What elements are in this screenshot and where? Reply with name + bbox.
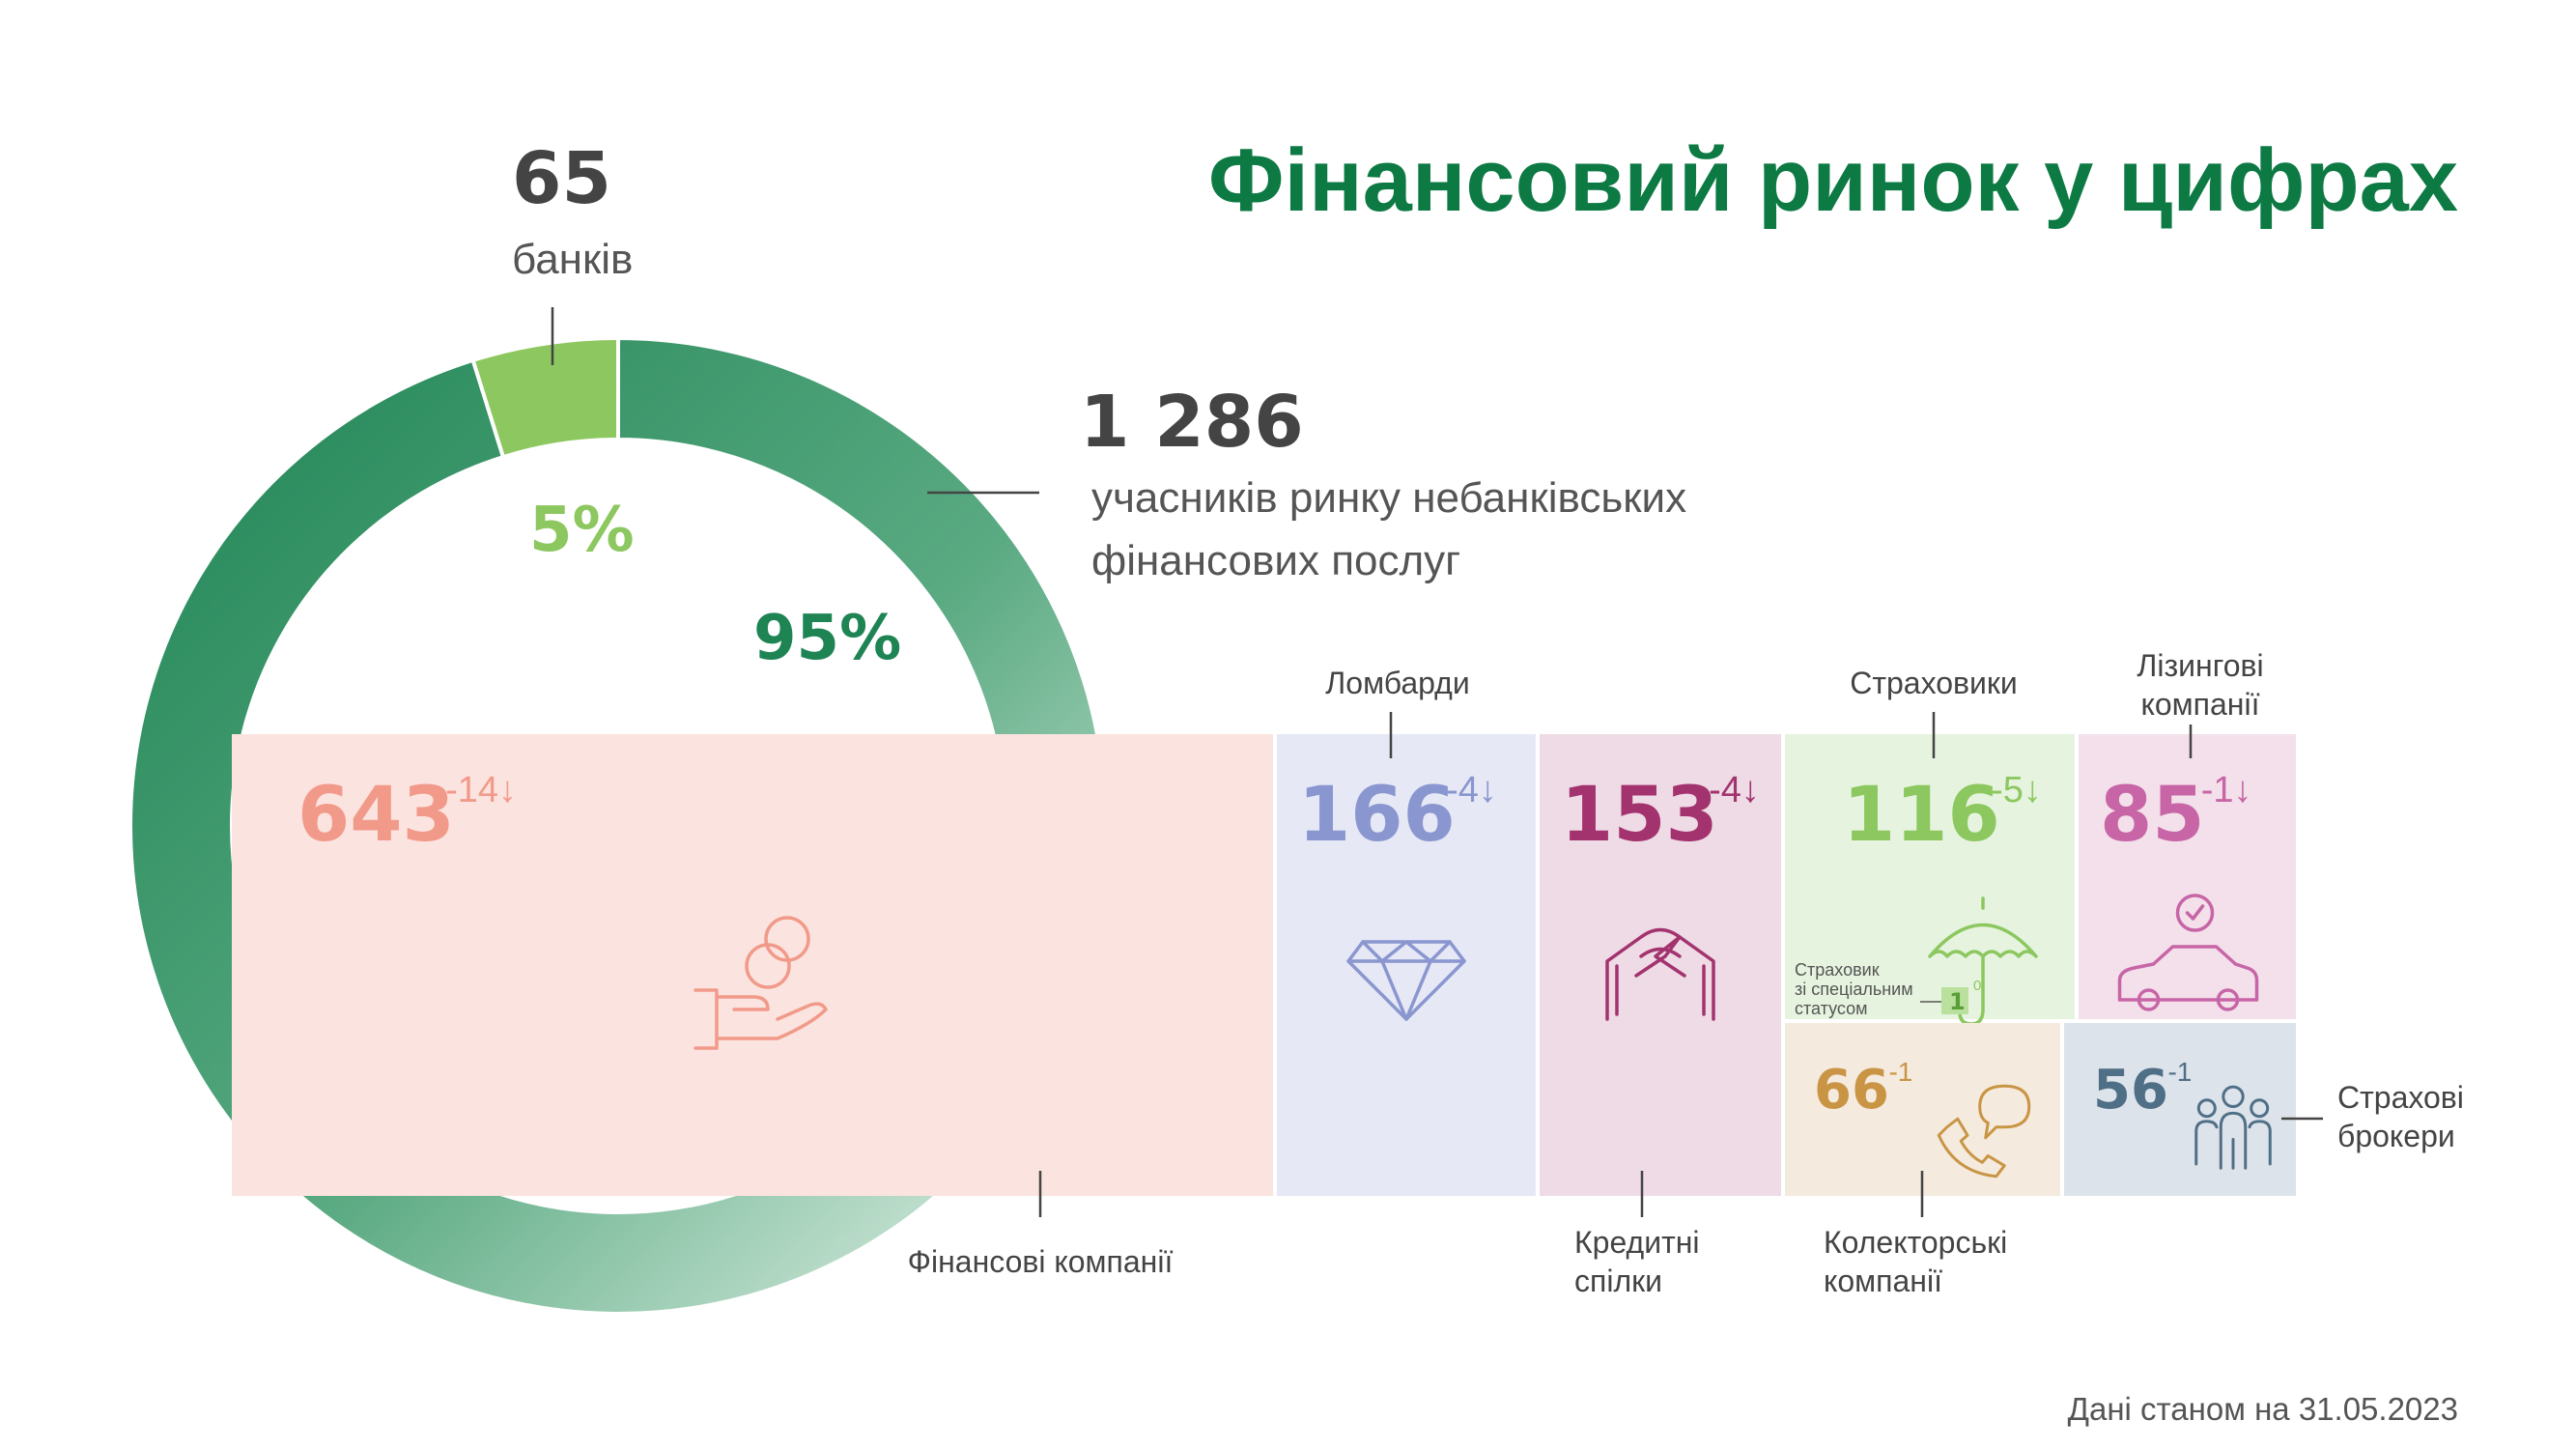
treemap-tile-rect (1277, 734, 1536, 1196)
banks-count: 65 (512, 137, 611, 220)
banks-percent: 5% (529, 495, 635, 566)
treemap-label: Страховики (1850, 666, 2018, 700)
treemap-label: компанії (2141, 687, 2260, 722)
treemap-change: -1 (2167, 1057, 2192, 1087)
treemap-value: 56 (2093, 1059, 2168, 1122)
treemap-tile-rect (1785, 1023, 2060, 1196)
treemap-tile-rect (2079, 734, 2296, 1019)
people-icon (2194, 1085, 2272, 1170)
treemap-tile: 56 -1 (2064, 1023, 2296, 1196)
treemap-value: 85 (2100, 772, 2205, 859)
treemap-label: брокери (2337, 1119, 2455, 1153)
treemap-tile: 153-4↓ (1540, 734, 1781, 1196)
nbfs-label-line1: учасників ринку небанківських (1091, 474, 1686, 522)
coins-in-hand-icon (694, 916, 828, 1050)
special-insurer-change: 0 (1973, 978, 1981, 994)
treemap-label: Колекторські (1824, 1225, 2007, 1260)
treemap-change: -4↓ (1446, 770, 1497, 810)
treemap-label: Ломбарди (1325, 666, 1469, 700)
treemap-value: 643 (297, 772, 455, 859)
special-insurer-label: статусом (1795, 999, 1868, 1018)
nbfs-label-line2: фінансових послуг (1091, 537, 1460, 584)
treemap-label: Кредитні (1574, 1225, 1700, 1260)
treemap-change: -5↓ (1991, 770, 2042, 810)
treemap-tile: 166-4↓ (1277, 734, 1536, 1196)
treemap-value: 66 (1814, 1059, 1889, 1122)
treemap-label: спілки (1574, 1264, 1662, 1298)
diamond-icon (1346, 940, 1466, 1021)
treemap-label: компанії (1824, 1264, 1942, 1298)
treemap-value: 153 (1561, 772, 1718, 859)
treemap-value: 116 (1843, 772, 2000, 859)
treemap-tile-rect (1785, 734, 2075, 1019)
footer-note: Дані станом на 31.05.2023 (2068, 1391, 2458, 1427)
banks-label: банків (512, 236, 633, 283)
nbfs-percent: 95% (753, 603, 901, 674)
special-insurer-label: зі спеціальним (1795, 980, 1913, 999)
car-icon (2117, 894, 2259, 1011)
treemap-value: 166 (1298, 772, 1456, 859)
treemap-label: Лізингові (2137, 648, 2263, 683)
treemap-change: -1↓ (2201, 770, 2252, 810)
treemap-change: -4↓ (1709, 770, 1760, 810)
treemap-tile-rect (1540, 734, 1781, 1196)
treemap-tile: 85-1↓ (2079, 734, 2296, 1019)
treemap-change: -14↓ (445, 770, 517, 810)
treemap-change: -1 (1888, 1057, 1912, 1087)
treemap-tile-rect (2064, 1023, 2296, 1196)
special-insurer-value: 1 (1949, 988, 1966, 1015)
treemap-tile: 643-14↓ (232, 734, 1273, 1196)
treemap-tile: 116-5↓ (1785, 734, 2075, 1026)
handshake-icon (1605, 927, 1715, 1021)
treemap-tile-rect (232, 734, 1273, 1196)
page-title: Фінансовий ринок у цифрах (1208, 131, 2458, 230)
treemap-label: Страхові (2337, 1080, 2464, 1115)
treemap-chart: 643-14↓ 166-4↓ 153-4↓ 116-5↓ 85-1↓66 -1 56 -1Ст… (232, 648, 2464, 1298)
special-insurer-box (1941, 987, 1968, 1014)
treemap-tile: 66 -1 (1785, 1023, 2060, 1196)
treemap-label: Фінансові компанії (908, 1244, 1174, 1279)
nbfs-count: 1 286 (1080, 381, 1304, 464)
special-insurer-label: Страховик (1795, 960, 1880, 980)
phone-chat-icon (1937, 1084, 2031, 1179)
